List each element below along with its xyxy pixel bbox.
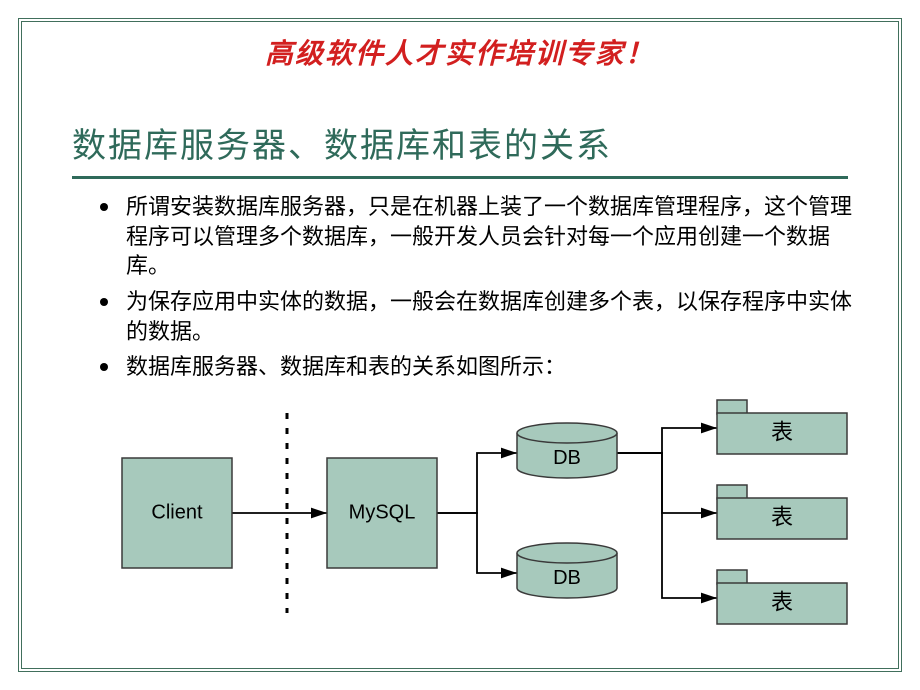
bullet-icon	[100, 363, 108, 371]
node-label: Client	[151, 501, 203, 523]
slide-title: 数据库服务器、数据库和表的关系	[72, 118, 612, 167]
header-banner: 高级软件人才实作培训专家！	[0, 32, 920, 72]
bullet-icon	[100, 298, 108, 306]
node-label: 表	[771, 420, 793, 445]
node-label: DB	[553, 447, 581, 469]
title-text: 数据库服务器、数据库和表的关系	[72, 128, 612, 165]
bullet-text: 所谓安装数据库服务器，只是在机器上装了一个数据库管理程序，这个管理程序可以管理多…	[126, 192, 860, 281]
cylinder-top-icon	[517, 423, 617, 443]
bullet-text: 为保存应用中实体的数据，一般会在数据库创建多个表，以保存程序中实体的数据。	[126, 287, 860, 346]
node-label: DB	[553, 567, 581, 589]
list-item: 所谓安装数据库服务器，只是在机器上装了一个数据库管理程序，这个管理程序可以管理多…	[100, 192, 860, 281]
list-item: 为保存应用中实体的数据，一般会在数据库创建多个表，以保存程序中实体的数据。	[100, 287, 860, 346]
bullet-icon	[100, 203, 108, 211]
bullet-list: 所谓安装数据库服务器，只是在机器上装了一个数据库管理程序，这个管理程序可以管理多…	[100, 192, 860, 388]
edge-mysql-db1	[437, 453, 517, 513]
node-label: MySQL	[349, 501, 416, 523]
edge-mysql-db2	[437, 513, 517, 573]
edge-db1-t1	[617, 428, 717, 453]
cylinder-top-icon	[517, 543, 617, 563]
edge-db1-t2	[617, 453, 717, 513]
table-tab-icon	[717, 400, 747, 414]
table-tab-icon	[717, 485, 747, 499]
node-label: 表	[771, 590, 793, 615]
node-label: 表	[771, 505, 793, 530]
header-text: 高级软件人才实作培训专家！	[265, 39, 655, 70]
edge-db1-t3	[617, 453, 717, 598]
list-item: 数据库服务器、数据库和表的关系如图所示：	[100, 352, 860, 382]
bullet-text: 数据库服务器、数据库和表的关系如图所示：	[126, 352, 566, 382]
relationship-diagram: ClientMySQLDBDB表表表	[72, 398, 862, 658]
title-underline	[72, 176, 848, 179]
table-tab-icon	[717, 570, 747, 584]
